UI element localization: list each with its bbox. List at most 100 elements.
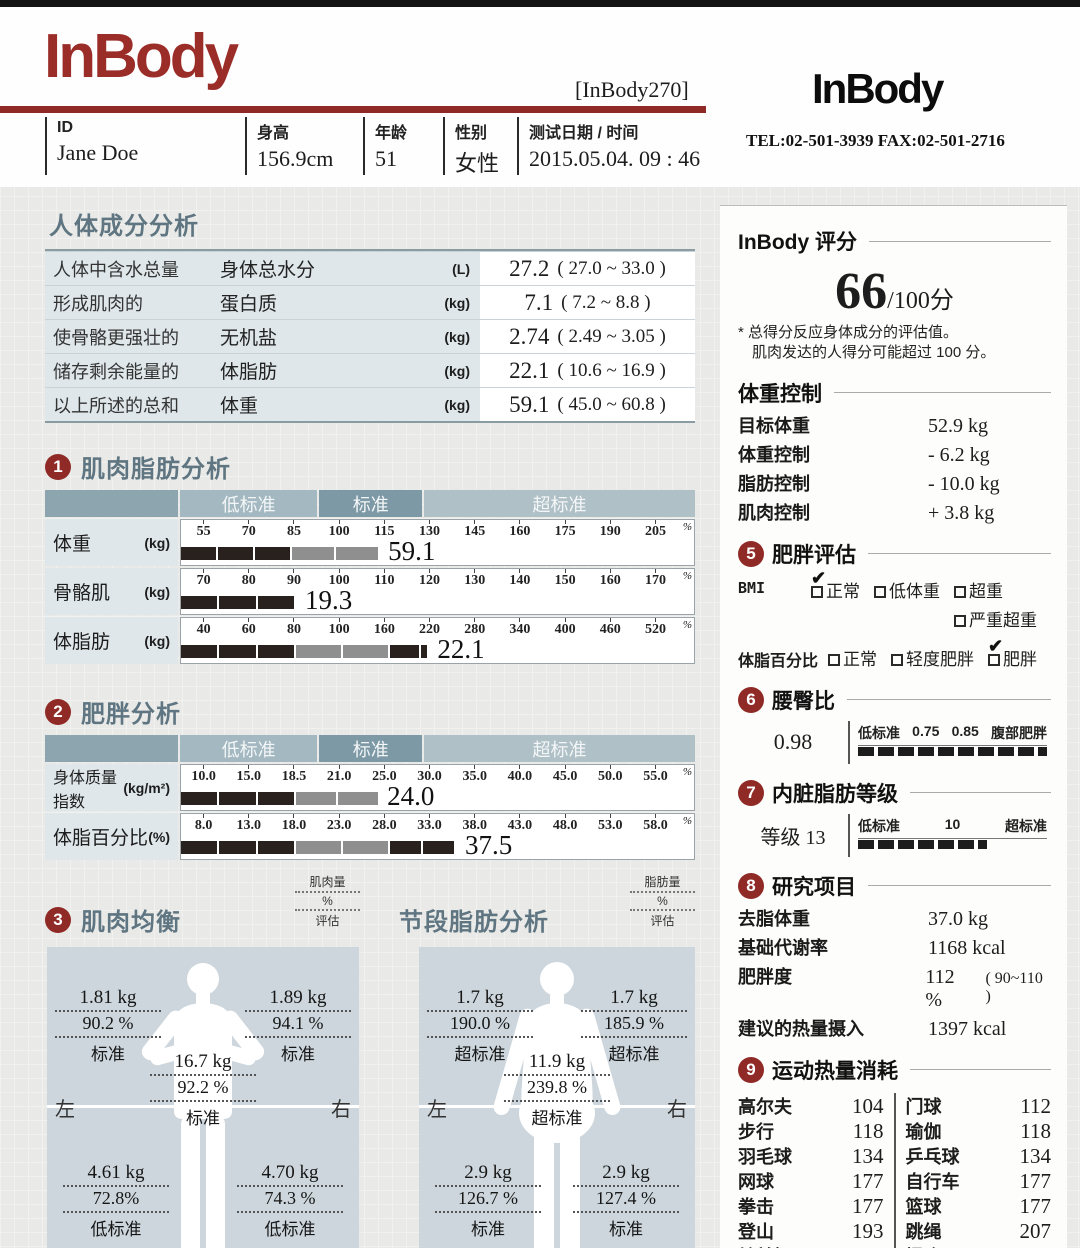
checkbox [811, 585, 823, 598]
axis-tick: 110 [362, 569, 407, 589]
weight-control-row: 脂肪控制 - 10.0 kg [738, 472, 1000, 495]
checkbox [954, 614, 966, 627]
whr-gauge: 低标准 0.75 0.85 腹部肥胖 [848, 720, 1051, 764]
exercise-row: 羽毛球 134 [738, 1143, 884, 1168]
axis-tick: 58.0 [633, 814, 678, 834]
score-note: * 总得分反应身体成分的评估值。 肌肉发达的人得分可能超过 100 分。 [738, 324, 996, 362]
table-row: 人体中含水总量 身体总水分 (L) 27.2 ( 27.0 ~ 33.0 ) [45, 251, 695, 285]
percent-sign: % [682, 619, 692, 631]
muscle-balance-panel: 左 右 1.81 kg 90.2 % 标准 1.89 kg 94.1 % 标准 … [47, 947, 359, 1248]
human-silhouette-muscle [141, 963, 265, 1248]
axis-tick: 160 [497, 520, 542, 540]
zone-spacer [45, 490, 178, 517]
row-range: ( 7.2 ~ 8.8 ) [561, 291, 651, 313]
height-label: 身高 [257, 125, 290, 142]
row-range: ( 10.6 ~ 16.9 ) [557, 359, 666, 381]
axis-tick: 220 [407, 618, 452, 638]
axis-tick: 80 [271, 618, 316, 638]
left-right-divider [419, 1105, 695, 1108]
bar-segment [337, 792, 380, 805]
row-name: 体脂肪 [220, 362, 278, 383]
axis-tick: 190 [588, 520, 633, 540]
row-range: ( 2.49 ~ 3.05 ) [557, 325, 666, 347]
body-composition-table: 人体中含水总量 身体总水分 (L) 27.2 ( 27.0 ~ 33.0 ) 形… [45, 249, 695, 423]
skeletal-muscle-bar-row: 骨骼肌 (kg) 70 80 90 100 110 120 130 140 150 160 170 … [45, 568, 695, 615]
axis-tick: 18.0 [271, 814, 316, 834]
report-header: InBody [InBody270] InBody TEL:02-501-393… [0, 7, 1080, 187]
axis-tick: 100 [317, 520, 362, 540]
axis-tick: 100 [317, 618, 362, 638]
weight-control-row: 肌肉控制 + 3.8 kg [738, 501, 995, 524]
tel-fax: TEL:02-501-3939 FAX:02-501-2716 [746, 131, 1005, 150]
axis-tick: 150 [543, 569, 588, 589]
exercise-row: 瑜伽 118 [905, 1118, 1052, 1143]
exercise-row: 自行车 177 [905, 1168, 1052, 1193]
visceral-gauge: 低标准 10 超标准 [848, 813, 1051, 857]
body-composition-title: 人体成分分析 [49, 213, 199, 240]
research-row: 去脂体重 37.0 kg [738, 907, 988, 930]
row-unit: (L) [452, 260, 470, 277]
score-denominator: /100分 [887, 288, 954, 314]
pbf-eval-row: 体脂百分比 正常 轻度肥胖 ✔ 肥胖 [738, 635, 1051, 671]
bar-segment [219, 645, 258, 658]
research-table: 去脂体重 37.0 kg 基础代谢率 1168 kcal 肥胖度 112 % (… [738, 905, 1051, 1041]
table-row: 形成肌肉的 蛋白质 (kg) 7.1 ( 7.2 ~ 8.8 ) [45, 285, 695, 319]
row-range: ( 45.0 ~ 60.8 ) [557, 393, 666, 415]
segmental-fat-title: 节段脂肪分析 [399, 909, 549, 936]
visceral-heading: 7 内脏脂肪等级 [738, 778, 1051, 808]
axis-tick: 60 [226, 618, 271, 638]
section-number-badge: 1 [45, 453, 71, 480]
value-bar [181, 841, 694, 854]
table-row: 使骨骼更强壮的 无机盐 (kg) 2.74 ( 2.49 ~ 3.05 ) [45, 319, 695, 353]
bmi-option-underweight: 低体重 [874, 577, 940, 602]
bar-segment [257, 596, 297, 609]
research-row: 肥胖度 112 % ( 90~110 ) [738, 965, 1043, 1011]
bar-value: 59.1 [388, 536, 436, 566]
axis-tick: 170 [633, 569, 678, 589]
pbf-option-normal: 正常 [828, 645, 877, 670]
zone-normal: 标准 [319, 490, 423, 517]
bar-segment [389, 841, 424, 854]
row-value: 2.74 [509, 323, 550, 349]
axis-tick: 40 [181, 618, 226, 638]
age-field: 年龄 51 [363, 117, 443, 175]
bmi-option-severely-overweight: 严重超重 [954, 606, 1037, 631]
whr-bar [858, 746, 1047, 756]
bar-segment [858, 839, 987, 849]
axis-tick: 80 [226, 569, 271, 589]
bar-segment [257, 841, 297, 854]
section-number-badge: 2 [45, 698, 71, 725]
patient-info-bar: ID Jane Doe 身高 156.9cm 年龄 51 性别 女性 测试日期 … [45, 117, 705, 176]
exercise-row: 篮球 177 [905, 1193, 1052, 1218]
row-value: 27.2 [509, 255, 550, 281]
header-divider [0, 106, 706, 113]
whr-value: 0.98 [773, 729, 813, 754]
left-leg-values: 4.61 kg 72.8% 低标准 [63, 1162, 169, 1240]
bar-segment [420, 645, 429, 658]
body-fat-bar-row: 体脂肪 (kg) 40 60 80 100 160 220 280 340 400 460 520 … [45, 617, 695, 664]
axis-tick: 28.0 [362, 814, 407, 834]
axis-tick: 130 [407, 520, 452, 540]
bar-segment [296, 841, 344, 854]
whr-heading: 6 腰臀比 [738, 685, 1051, 715]
row-description: 使骨骼更强壮的 [53, 327, 179, 348]
gender-value: 女性 [455, 151, 500, 176]
axis-tick: 100 [317, 569, 362, 589]
date-label: 测试日期 / 时间 [529, 125, 639, 142]
checkbox [874, 585, 886, 598]
bar-segment [217, 547, 255, 560]
axis-tick: 460 [588, 618, 633, 638]
pbf-option-obese: ✔ 肥胖 [988, 635, 1037, 669]
table-row: 储存剩余能量的 体脂肪 (kg) 22.1 ( 10.6 ~ 16.9 ) [45, 353, 695, 387]
right-label: 右 [667, 1099, 687, 1121]
inbody-logo: InBody [44, 22, 239, 91]
bmi-label: BMI [738, 578, 766, 597]
table-row: 以上所述的总和 体重 (kg) 59.1 ( 45.0 ~ 60.8 ) [45, 387, 695, 421]
inbody-score: 66/100分 [738, 262, 1051, 321]
row-unit: (kg) [144, 632, 170, 649]
axis-tick: 8.0 [181, 814, 226, 834]
bar-segment [181, 792, 220, 805]
bar-segment [389, 645, 421, 658]
axis-tick: 10.0 [181, 765, 226, 785]
